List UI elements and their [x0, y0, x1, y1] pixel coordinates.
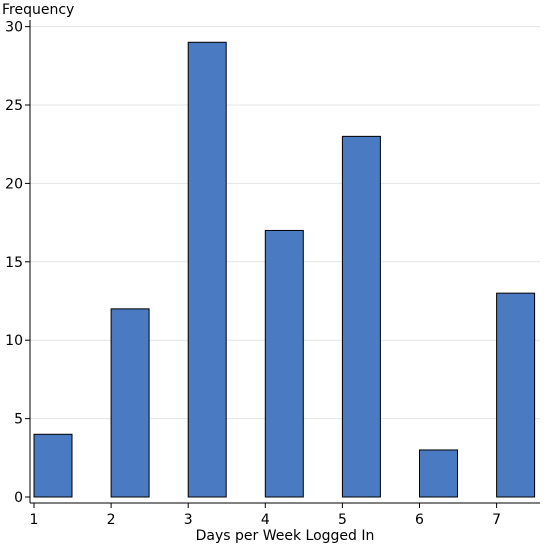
y-tick-label: 15 — [5, 255, 23, 271]
y-tick-label: 20 — [5, 176, 23, 192]
x-tick-label: 4 — [261, 512, 270, 528]
x-axis-ticks: 1 2 3 4 5 6 7 — [30, 503, 501, 528]
x-tick-label: 2 — [107, 512, 116, 528]
y-axis-ticks: 0 5 10 15 20 25 30 — [5, 20, 30, 506]
x-tick-label: 1 — [30, 512, 39, 528]
bar — [341, 135, 381, 498]
x-tick-label: 6 — [415, 512, 424, 528]
x-axis-title: Days per Week Logged In — [196, 528, 375, 544]
x-tick-label: 3 — [184, 512, 193, 528]
bars — [33, 41, 536, 498]
bar — [110, 308, 150, 498]
x-tick-label: 7 — [492, 512, 501, 528]
bar — [187, 41, 227, 498]
bar — [264, 229, 304, 498]
y-tick-label: 25 — [5, 98, 23, 114]
y-axis-title: Frequency — [2, 2, 74, 18]
bar — [33, 433, 73, 498]
x-tick-label: 5 — [338, 512, 347, 528]
y-tick-label: 0 — [14, 490, 23, 506]
bar — [496, 292, 536, 498]
y-tick-label: 30 — [5, 20, 23, 36]
bar — [419, 449, 458, 498]
y-tick-label: 10 — [5, 333, 23, 349]
y-tick-label: 5 — [14, 412, 23, 428]
